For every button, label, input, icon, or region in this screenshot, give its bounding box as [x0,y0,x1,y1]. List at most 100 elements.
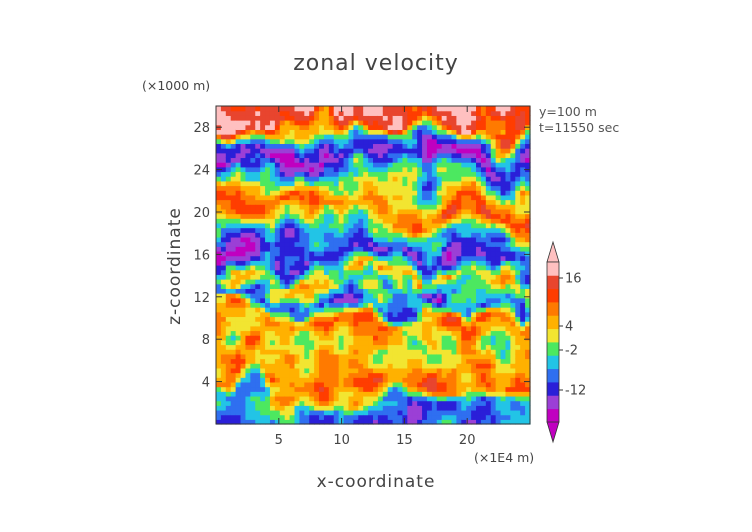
heatmap-cell [446,321,453,327]
heatmap-cell [480,372,487,378]
heatmap-cell [426,381,433,388]
heatmap-cell [480,279,487,285]
heatmap-cell [274,134,281,140]
heatmap-cell [314,208,320,215]
heatmap-cell [505,391,511,397]
heatmap-cell [525,405,531,411]
heatmap-cell [333,377,340,383]
heatmap-cell [422,391,428,397]
heatmap-cell [230,283,237,289]
heatmap-cell [525,283,531,289]
heatmap-cell [269,106,276,112]
heatmap-cell [431,353,438,360]
heatmap-cell [255,138,261,145]
heatmap-cell [387,381,394,388]
heatmap-cell [314,176,320,182]
heatmap-cell [490,199,497,205]
heatmap-cell [279,213,286,219]
heatmap-cell [412,377,418,383]
heatmap-cell [515,265,521,271]
heatmap-cell [412,316,418,322]
heatmap-cell [407,381,413,388]
heatmap-cell [373,138,379,145]
heatmap-cell [525,129,531,135]
heatmap-cell [225,367,232,374]
heatmap-cell [515,148,521,154]
heatmap-cell [446,194,453,201]
heatmap-cell [373,265,379,271]
heatmap-cell [520,152,526,159]
heatmap-cell [436,316,443,322]
heatmap-cell [485,302,492,308]
heatmap-cell [466,176,472,182]
heatmap-cell [387,148,394,154]
heatmap-cell [476,335,482,341]
heatmap-cell [505,246,511,252]
heatmap-cell [471,250,477,257]
heatmap-cell [412,124,418,130]
heatmap-cell [515,120,521,126]
heatmap-cell [353,265,359,271]
heatmap-cell [304,246,310,252]
heatmap-cell [382,148,389,154]
heatmap-cell [426,110,433,116]
heatmap-cell [422,344,428,350]
heatmap-cell [348,283,354,289]
heatmap-cell [338,363,345,369]
heatmap-cell [417,395,423,402]
heatmap-cell [515,162,521,168]
heatmap-cell [284,171,291,177]
heatmap-cell [216,414,222,420]
heatmap-cell [382,367,389,374]
heatmap-cell [323,115,330,121]
heatmap-cell [319,115,325,121]
heatmap-cell [520,325,526,332]
heatmap-cell [289,283,296,289]
heatmap-cell [510,208,516,215]
heatmap-cell [461,134,467,140]
heatmap-cell [284,400,291,406]
heatmap-cell [480,190,487,196]
heatmap-cell [279,134,286,140]
heatmap-cell [446,353,453,360]
heatmap-cell [358,367,364,374]
heatmap-cell [466,110,472,116]
heatmap-cell [225,152,232,159]
heatmap-cell [216,120,222,126]
heatmap-cell [446,124,453,130]
heatmap-cell [515,269,521,275]
heatmap-cell [314,274,320,280]
heatmap-cell [284,152,291,159]
heatmap-cell [436,204,443,210]
heatmap-cell [240,367,247,374]
heatmap-cell [220,391,227,397]
heatmap-cell [505,204,511,210]
heatmap-cell [436,255,443,261]
heatmap-cell [417,349,423,355]
heatmap-cell [500,344,507,350]
heatmap-cell [265,110,271,116]
heatmap-cell [255,148,261,154]
heatmap-cell [348,330,354,336]
heatmap-cell [402,372,408,378]
heatmap-cell [471,391,477,397]
heatmap-cell [476,283,482,289]
heatmap-cell [525,349,531,355]
heatmap-cell [309,325,315,332]
heatmap-cell [304,381,310,388]
heatmap-cell [431,255,438,261]
heatmap-cell [397,106,404,112]
heatmap-cell [426,260,433,266]
heatmap-cell [397,335,404,341]
heatmap-cell [289,194,296,201]
heatmap-cell [505,171,511,177]
heatmap-cell [500,255,507,261]
heatmap-cell [353,344,359,350]
heatmap-cell [265,288,271,294]
heatmap-cell [377,386,384,392]
heatmap-cell [269,138,276,145]
heatmap-cell [319,414,325,420]
heatmap-cell [382,152,389,159]
heatmap-cell [309,218,315,224]
y-tick-label: 16 [193,248,210,263]
